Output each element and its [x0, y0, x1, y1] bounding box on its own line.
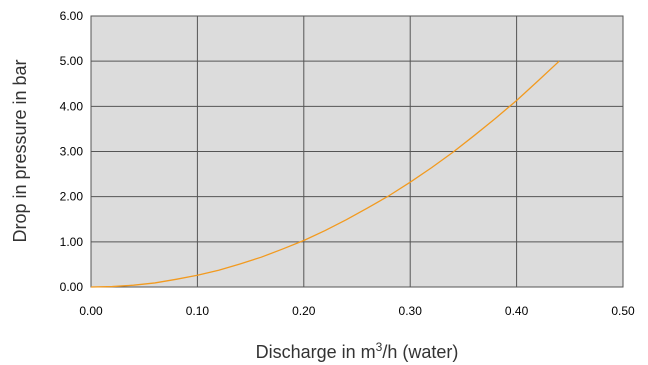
- y-tick-label: 4.00: [60, 99, 84, 113]
- x-tick-label: 0.50: [611, 304, 635, 318]
- plot-border: [90, 15, 624, 288]
- x-axis-title-prefix: Discharge in m: [256, 342, 376, 362]
- y-tick-label: 3.00: [60, 145, 84, 159]
- y-tick-label: 6.00: [60, 9, 84, 23]
- series-layer: [90, 60, 560, 288]
- x-tick-label: 0.20: [292, 304, 316, 318]
- y-axis-title: Drop in pressure in bar: [10, 59, 30, 242]
- x-axis-title-suffix: /h (water): [382, 342, 458, 362]
- series-line: [90, 60, 560, 288]
- x-tick-label: 0.00: [79, 304, 103, 318]
- x-axis-title: Discharge in m3/h (water): [256, 340, 459, 362]
- y-tick-label: 5.00: [60, 54, 84, 68]
- y-tick-label: 2.00: [60, 190, 84, 204]
- y-tick-labels: 0.00 1.00 2.00 3.00 4.00 5.00 6.00: [60, 9, 84, 294]
- y-tick-label: 0.00: [60, 280, 84, 294]
- x-tick-label: 0.40: [505, 304, 529, 318]
- x-tick-label: 0.10: [186, 304, 210, 318]
- x-tick-labels: 0.00 0.10 0.20 0.30 0.40 0.50: [79, 304, 635, 318]
- y-tick-label: 1.00: [60, 235, 84, 249]
- x-axis-title-superscript: 3: [376, 340, 383, 354]
- x-tick-label: 0.30: [399, 304, 423, 318]
- grid-lines: [90, 15, 624, 288]
